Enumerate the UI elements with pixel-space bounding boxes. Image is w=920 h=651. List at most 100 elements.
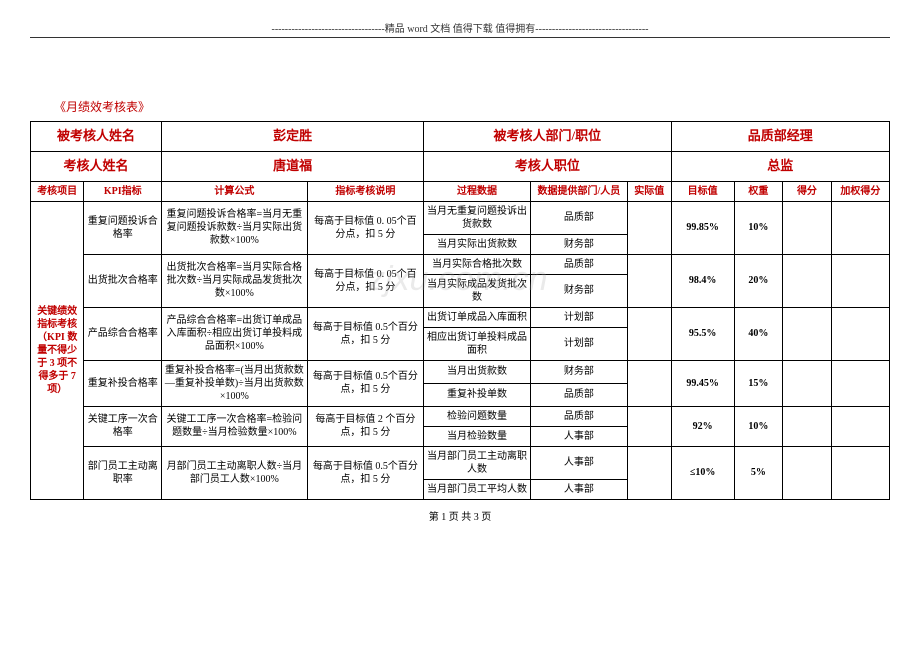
kpi-formula: 重复补投合格率=(当月出货款数—重复补投单数)÷当月出货款数×100%: [162, 360, 308, 406]
kpi-criteria: 每高于目标值 0.5个百分点，扣 5 分: [307, 360, 423, 406]
col-dept: 数据提供部门/人员: [530, 181, 627, 201]
kpi-weight: 15%: [734, 360, 783, 406]
kpi-weight: 5%: [734, 446, 783, 499]
kpi-process: 相应出货订单投料成品面积: [424, 327, 531, 360]
value-assessee-dept: 品质部经理: [671, 122, 889, 152]
kpi-score: [783, 446, 832, 499]
page-footer: 第 1 页 共 3 页: [30, 508, 890, 523]
kpi-process: 当月检验数量: [424, 426, 531, 446]
col-kpi: KPI指标: [84, 181, 162, 201]
column-header-row: 考核项目 KPI指标 计算公式 指标考核说明 过程数据 数据提供部门/人员 实际…: [31, 181, 890, 201]
kpi-criteria: 每高于目标值 2 个百分点，扣 5 分: [307, 406, 423, 446]
kpi-weighted: [831, 446, 889, 499]
kpi-criteria: 每高于目标值 0. 05个百分点，扣 5 分: [307, 254, 423, 307]
kpi-target: 92%: [671, 406, 734, 446]
kpi-process: 当月实际出货款数: [424, 234, 531, 254]
col-target: 目标值: [671, 181, 734, 201]
kpi-dept: 财务部: [530, 234, 627, 254]
kpi-target: 95.5%: [671, 307, 734, 360]
kpi-formula: 月部门员工主动离职人数÷当月部门员工人数×100%: [162, 446, 308, 499]
kpi-process: 当月实际合格批次数: [424, 254, 531, 274]
appraisal-table: 被考核人姓名 彭定胜 被考核人部门/职位 品质部经理 考核人姓名 唐道福 考核人…: [30, 121, 890, 500]
kpi-score: [783, 254, 832, 307]
kpi-target: ≤10%: [671, 446, 734, 499]
doc-title: 《月绩效考核表》: [54, 98, 890, 115]
kpi-formula: 产品综合合格率=出货订单成品入库面积÷相应出货订单投料成品面积×100%: [162, 307, 308, 360]
kpi-weighted: [831, 307, 889, 360]
kpi-dept: 计划部: [530, 307, 627, 327]
kpi-dept: 品质部: [530, 383, 627, 406]
kpi-process: 当月实际成品发货批次数: [424, 274, 531, 307]
kpi-dept: 计划部: [530, 327, 627, 360]
header-text: 精品 word 文档 值得下载 值得拥有: [385, 24, 536, 35]
header-row-1: 被考核人姓名 彭定胜 被考核人部门/职位 品质部经理: [31, 122, 890, 152]
header-row-2: 考核人姓名 唐道福 考核人职位 总监: [31, 151, 890, 181]
kpi-process: 当月无重复问题投诉出货款数: [424, 201, 531, 234]
kpi-dept: 人事部: [530, 426, 627, 446]
table-row: 出货批次合格率 出货批次合格率=当月实际合格批次数÷当月实际成品发货批次数×10…: [31, 254, 890, 274]
kpi-dept: 品质部: [530, 201, 627, 234]
table-row: 产品综合合格率 产品综合合格率=出货订单成品入库面积÷相应出货订单投料成品面积×…: [31, 307, 890, 327]
kpi-actual: [627, 446, 671, 499]
kpi-weight: 20%: [734, 254, 783, 307]
col-project: 考核项目: [31, 181, 84, 201]
kpi-weighted: [831, 254, 889, 307]
header-line: 精品 word 文档 值得下载 值得拥有: [30, 20, 890, 38]
kpi-score: [783, 360, 832, 406]
kpi-score: [783, 201, 832, 254]
col-actual: 实际值: [627, 181, 671, 201]
kpi-name: 产品综合合格率: [84, 307, 162, 360]
label-assessor-role: 考核人职位: [424, 151, 671, 181]
kpi-actual: [627, 406, 671, 446]
kpi-score: [783, 307, 832, 360]
kpi-actual: [627, 360, 671, 406]
kpi-actual: [627, 254, 671, 307]
kpi-weight: 40%: [734, 307, 783, 360]
kpi-name: 出货批次合格率: [84, 254, 162, 307]
kpi-process: 出货订单成品入库面积: [424, 307, 531, 327]
kpi-formula: 重复问题投诉合格率=当月无重复问题投诉款数÷当月实际出货款数×100%: [162, 201, 308, 254]
kpi-dept: 财务部: [530, 274, 627, 307]
col-criteria: 指标考核说明: [307, 181, 423, 201]
kpi-score: [783, 406, 832, 446]
kpi-actual: [627, 201, 671, 254]
kpi-actual: [627, 307, 671, 360]
kpi-criteria: 每高于目标值 0.5个百分点，扣 5 分: [307, 446, 423, 499]
table-row: 部门员工主动离职率 月部门员工主动离职人数÷当月部门员工人数×100% 每高于目…: [31, 446, 890, 479]
kpi-name: 部门员工主动离职率: [84, 446, 162, 499]
table-row: 关键工序一次合格率 关键工工序一次合格率=检验问题数量÷当月检验数量×100% …: [31, 406, 890, 426]
kpi-process: 重复补投单数: [424, 383, 531, 406]
kpi-process: 当月出货款数: [424, 360, 531, 383]
label-assessee-dept: 被考核人部门/职位: [424, 122, 671, 152]
kpi-target: 99.85%: [671, 201, 734, 254]
kpi-weight: 10%: [734, 201, 783, 254]
kpi-weighted: [831, 360, 889, 406]
kpi-dept: 人事部: [530, 479, 627, 499]
kpi-process: 当月部门员工主动离职人数: [424, 446, 531, 479]
table-row: 重复补投合格率 重复补投合格率=(当月出货款数—重复补投单数)÷当月出货款数×1…: [31, 360, 890, 383]
kpi-target: 99.45%: [671, 360, 734, 406]
col-process: 过程数据: [424, 181, 531, 201]
kpi-process: 检验问题数量: [424, 406, 531, 426]
kpi-weighted: [831, 201, 889, 254]
kpi-dept: 品质部: [530, 254, 627, 274]
label-assessee-name: 被考核人姓名: [31, 122, 162, 152]
kpi-name: 重复补投合格率: [84, 360, 162, 406]
value-assessor-name: 唐道福: [162, 151, 424, 181]
value-assessee-name: 彭定胜: [162, 122, 424, 152]
kpi-process: 当月部门员工平均人数: [424, 479, 531, 499]
kpi-weight: 10%: [734, 406, 783, 446]
kpi-name: 关键工序一次合格率: [84, 406, 162, 446]
col-formula: 计算公式: [162, 181, 308, 201]
kpi-dept: 人事部: [530, 446, 627, 479]
kpi-criteria: 每高于目标值 0. 05个百分点，扣 5 分: [307, 201, 423, 254]
col-score: 得分: [783, 181, 832, 201]
col-weight: 权重: [734, 181, 783, 201]
kpi-dept: 财务部: [530, 360, 627, 383]
kpi-criteria: 每高于目标值 0.5个百分点，扣 5 分: [307, 307, 423, 360]
col-weighted: 加权得分: [831, 181, 889, 201]
section-label: 关键绩效指标考核（KPI 数量不得少于 3 项不得多于 7 项）: [31, 201, 84, 499]
kpi-name: 重复问题投诉合格率: [84, 201, 162, 254]
kpi-dept: 品质部: [530, 406, 627, 426]
kpi-target: 98.4%: [671, 254, 734, 307]
